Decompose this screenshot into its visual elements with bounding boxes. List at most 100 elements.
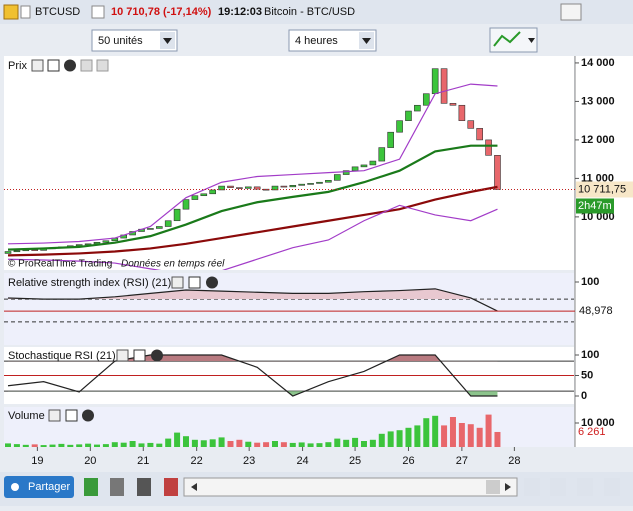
window-icon[interactable]: [47, 59, 60, 72]
scroll-left[interactable]: [191, 483, 197, 491]
checkbox[interactable]: [20, 5, 31, 19]
volume-plot: [5, 414, 501, 447]
volume-bar: [396, 430, 403, 447]
arrow-icon: [528, 38, 535, 43]
arrow-icon: [163, 38, 172, 44]
tool-icon[interactable]: [164, 478, 178, 496]
candle: [414, 104, 421, 112]
clock: 19:12:03: [218, 6, 262, 18]
zoom-in-icon[interactable]: [604, 478, 620, 496]
x-tick-label: 23: [243, 455, 255, 467]
volume-bar: [298, 442, 305, 447]
candle: [253, 186, 261, 190]
candle: [155, 226, 163, 229]
volume-bar: [352, 437, 359, 447]
volume-bar: [93, 444, 100, 447]
volume-bar: [165, 438, 172, 447]
scrollbar[interactable]: [183, 477, 518, 497]
candle: [316, 181, 323, 184]
close-icon[interactable]: [151, 349, 163, 362]
volume-bar: [494, 431, 501, 447]
candle: [182, 199, 190, 210]
volume-bar: [271, 441, 278, 447]
volume-bar: [307, 443, 314, 447]
scroll-thumb[interactable]: [486, 480, 500, 494]
panel-title: Relative strength index (RSI) (21): [8, 277, 171, 289]
settings-icon[interactable]: [171, 276, 184, 289]
y-tick-label: 11 000: [581, 172, 614, 184]
scroll-right[interactable]: [505, 483, 511, 491]
volume-bar: [476, 427, 483, 447]
zoom-out-icon[interactable]: [577, 478, 593, 496]
x-tick-label: 27: [456, 455, 468, 467]
candle: [298, 183, 305, 186]
quantity-dropdown[interactable]: [91, 29, 178, 52]
volume-bar: [147, 442, 154, 447]
candle: [431, 68, 439, 95]
candle: [369, 160, 377, 166]
down-icon[interactable]: [96, 59, 109, 72]
candle: [147, 228, 154, 230]
zone-fill: [8, 354, 498, 362]
volume-bar: [316, 443, 323, 447]
window-icon[interactable]: [65, 409, 78, 422]
volume-bar: [485, 414, 492, 447]
candle: [173, 208, 181, 222]
indicator-line: [7, 185, 498, 257]
x-tick-label: 21: [137, 455, 149, 467]
window-icon[interactable]: [188, 276, 201, 289]
candle: [449, 103, 457, 106]
settings-icon[interactable]: [31, 59, 44, 72]
volume-bar: [49, 444, 56, 447]
app-icon[interactable]: [3, 4, 19, 20]
settings-icon[interactable]: [116, 349, 129, 362]
volume-bar: [31, 444, 38, 447]
volume-bar: [227, 441, 234, 447]
volume-bar: [156, 443, 163, 447]
volume-bar: [102, 444, 109, 447]
tool-icon[interactable]: [110, 478, 124, 496]
volume-bar: [138, 443, 145, 447]
zoom-icon[interactable]: [524, 478, 540, 496]
zoom-icon[interactable]: [550, 478, 566, 496]
x-tick-label: 22: [191, 455, 203, 467]
volume-bar: [182, 436, 189, 447]
volume-bar: [85, 443, 92, 447]
chart-icon: [493, 31, 521, 47]
checkbox[interactable]: [91, 5, 105, 19]
up-icon[interactable]: [80, 59, 93, 72]
window-icon[interactable]: [133, 349, 146, 362]
share-button[interactable]: [4, 476, 74, 498]
y-tick-label: 14 000: [581, 57, 615, 69]
tool-icon[interactable]: [137, 478, 151, 496]
tool-icon[interactable]: [84, 478, 98, 496]
y-tick-label: 10 000: [581, 417, 615, 429]
close-icon[interactable]: [206, 276, 218, 289]
countdown-box: [576, 198, 614, 214]
candle: [440, 68, 448, 104]
volume-bar: [13, 444, 20, 447]
close-icon[interactable]: [82, 409, 94, 422]
settings-icon[interactable]: [48, 409, 61, 422]
candle: [227, 185, 234, 188]
candle: [102, 240, 110, 243]
price-change: 10 710,78 (-17,14%): [111, 6, 212, 18]
volume-bar: [387, 431, 394, 447]
candle: [351, 166, 359, 171]
volume-bar: [449, 417, 456, 447]
volume-bar: [467, 424, 474, 447]
volume-bar: [5, 443, 12, 447]
candle: [244, 186, 252, 189]
candle: [200, 193, 208, 197]
candle: [405, 110, 412, 121]
volume-bar: [111, 442, 118, 447]
last-value-label: 48,978: [579, 305, 613, 317]
y-tick-label: 100: [581, 276, 599, 288]
window-button[interactable]: [560, 3, 582, 21]
close-icon[interactable]: [64, 59, 76, 72]
volume-bar: [174, 432, 181, 447]
timeframe-dropdown[interactable]: [288, 29, 377, 52]
indicator-line: [7, 144, 498, 251]
volume-bar: [120, 442, 127, 447]
countdown: 2h47m: [578, 200, 612, 212]
